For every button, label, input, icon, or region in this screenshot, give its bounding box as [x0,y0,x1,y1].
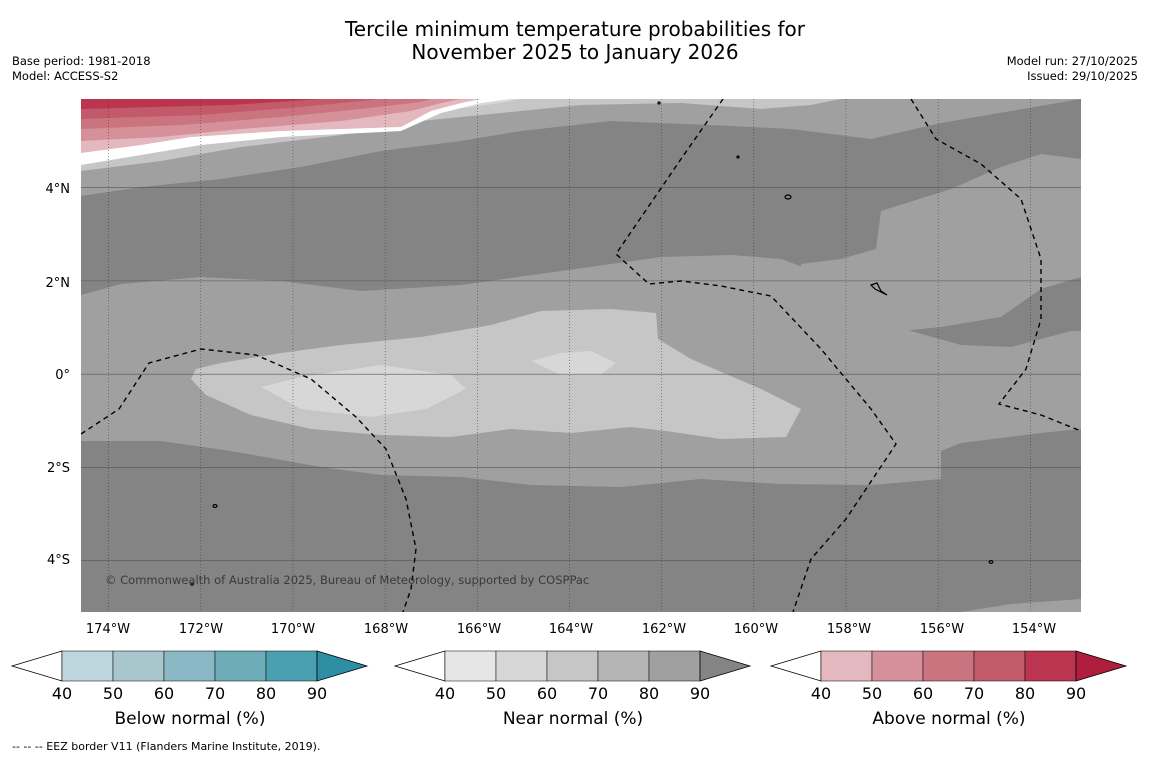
x-tick-label: 166°W [456,622,502,637]
colorbar-segment [820,650,873,682]
colorbar-tick: 90 [306,684,328,703]
colorbar-tick: 70 [587,684,609,703]
colorbar-segment [922,650,975,682]
colorbar-upper-extension [699,650,752,682]
colorbar-lower-extension [10,650,63,682]
colorbar-above-normal-label: Above normal (%) [872,709,1026,729]
colorbar-tick: 40 [810,684,832,703]
colorbar-tick: 70 [963,684,985,703]
probability-map: © Commonwealth of Australia 2025, Bureau… [81,99,1081,612]
colorbar-tick: 60 [536,684,558,703]
eez-border-legend: -- -- -- EEZ border V11 (Flanders Marine… [12,740,321,753]
near-normal-60-central-core [261,365,466,417]
y-tick-label: 2°N [45,276,71,291]
colorbar-tick: 50 [102,684,124,703]
colorbar-upper-extension [316,650,369,682]
x-tick-label: 174°W [85,622,131,637]
x-tick-label: 156°W [919,622,965,637]
colorbar-tick: 80 [255,684,277,703]
meta-right: Model run: 27/10/2025 Issued: 29/10/2025 [1007,54,1138,84]
above-normal-90 [81,99,321,109]
islands [190,101,994,586]
colorbar-near-normal-label: Near normal (%) [502,709,644,729]
near-normal-60-eastern-core [531,351,616,375]
near-normal-80-northeast-patch [801,154,1081,344]
chart-title-line1: Tercile minimum temperature probabilitie… [344,17,806,41]
x-tick-label: 172°W [178,622,224,637]
chart-title: Tercile minimum temperature probabilitie… [0,18,1150,64]
colorbar-tick: 60 [153,684,175,703]
colorbar-segment [61,650,114,682]
x-tick-label: 164°W [548,622,594,637]
y-tick-label: 2°S [46,461,70,476]
colorbar-tick: 80 [638,684,660,703]
y-tick-label: 0° [55,368,70,383]
base-period: Base period: 1981-2018 [12,54,151,68]
model-run: Model run: 27/10/2025 [1006,54,1138,68]
colorbar-lower-extension [393,650,446,682]
issued-date: Issued: 29/10/2025 [1027,69,1138,83]
x-tick-label: 154°W [1011,622,1057,637]
colorbar-tick: 80 [1014,684,1036,703]
colorbar-segment [112,650,165,682]
x-tick-label: 170°W [270,622,316,637]
colorbar-segment [1024,650,1077,682]
island-north [784,194,792,200]
colorbar-tick: 70 [204,684,226,703]
colorbar-tick: 40 [434,684,456,703]
eez-border-west [81,348,417,612]
colorbar-segment [214,650,267,682]
colorbar-upper-extension [1075,650,1128,682]
colorbar-segment [265,650,318,682]
copyright-notice: © Commonwealth of Australia 2025, Bureau… [105,573,589,587]
y-tick-label: 4°N [45,182,71,197]
colorbar-tick: 90 [1065,684,1087,703]
colorbars [10,650,1128,682]
colorbar-below-normal-label: Below normal (%) [114,709,266,729]
colorbar-segment [163,650,216,682]
x-tick-label: 162°W [641,622,687,637]
colorbar-segment [444,650,497,682]
eez-border-east [910,99,1081,432]
eez-border-central [615,99,897,612]
model-name: Model: ACCESS-S2 [12,69,119,83]
y-tick-label: 4°S [46,553,70,568]
colorbar-above-normal [769,650,1128,682]
colorbar-segment [973,650,1026,682]
island-east [869,282,888,296]
colorbar-lower-extension [769,650,822,682]
island-dot-south [190,582,194,586]
colorbar-segment [648,650,701,682]
colorbar-tick: 90 [689,684,711,703]
colorbar-segment [871,650,924,682]
colorbar-tick: 40 [51,684,73,703]
colorbar-tick: 60 [912,684,934,703]
x-tick-label: 158°W [826,622,872,637]
colorbar-tick: 50 [485,684,507,703]
gridlines [81,99,1081,612]
island-dot-central [736,155,740,159]
colorbar-segment [495,650,548,682]
colorbar-segment [546,650,599,682]
island-southwest-1 [212,503,218,509]
island-dot-north [657,101,661,105]
meta-left: Base period: 1981-2018 Model: ACCESS-S2 [12,54,151,84]
x-tick-label: 168°W [363,622,409,637]
colorbar-below-normal [10,650,369,682]
near-normal-80-southeast-corner [961,599,1081,612]
colorbar-tick: 50 [861,684,883,703]
chart-title-line2: November 2025 to January 2026 [411,40,739,64]
island-southeast [988,560,994,565]
colorbar-near-normal [393,650,752,682]
eez-borders [81,99,1081,612]
x-tick-label: 160°W [733,622,779,637]
colorbar-segment [597,650,650,682]
